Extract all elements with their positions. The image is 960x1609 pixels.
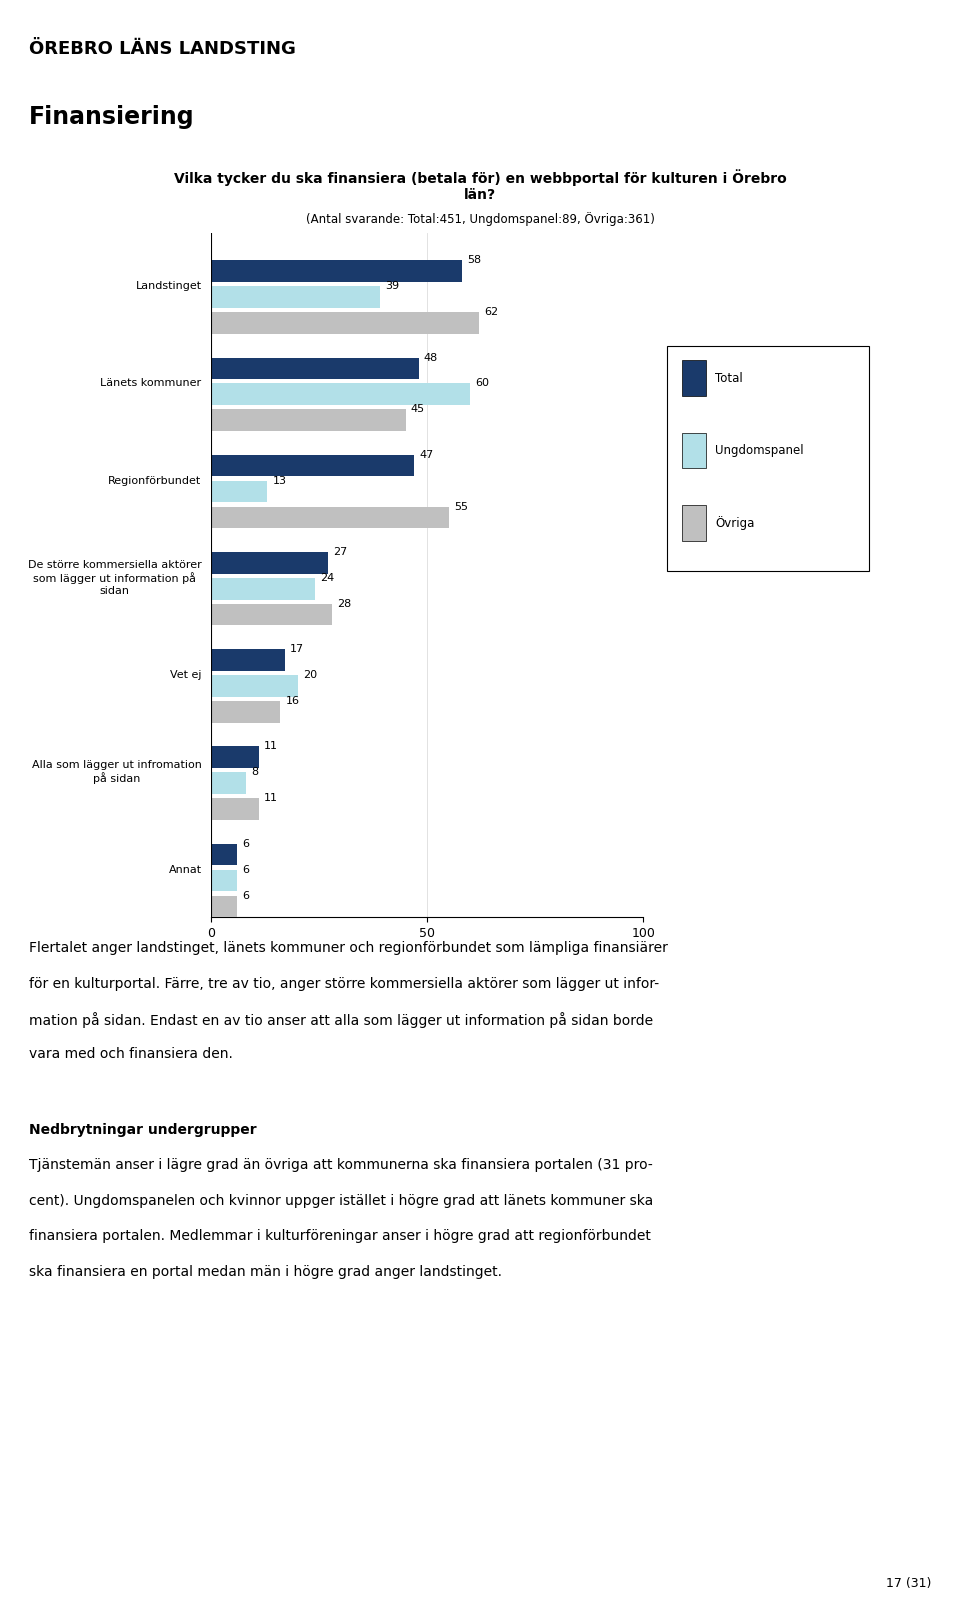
Text: för en kulturportal. Färre, tre av tio, anger större kommersiella aktörer som lä: för en kulturportal. Färre, tre av tio, …	[29, 977, 659, 991]
Text: Nedbrytningar undergrupper: Nedbrytningar undergrupper	[29, 1123, 256, 1138]
Text: 17 (31): 17 (31)	[886, 1577, 931, 1590]
Text: Finansiering: Finansiering	[29, 105, 195, 129]
Text: Vet ej: Vet ej	[170, 669, 202, 681]
Text: Länets kommuner: Länets kommuner	[101, 378, 202, 388]
Bar	[211, 702, 280, 722]
Text: 60: 60	[475, 378, 490, 388]
Bar	[211, 481, 267, 502]
Bar	[211, 552, 328, 573]
Bar	[211, 455, 415, 476]
Text: 55: 55	[454, 502, 468, 512]
Text: Alla som lägger ut infromation
på sidan: Alla som lägger ut infromation på sidan	[32, 761, 202, 784]
Text: mation på sidan. Endast en av tio anser att alla som lägger ut information på si: mation på sidan. Endast en av tio anser …	[29, 1012, 653, 1028]
Text: vara med och finansiera den.: vara med och finansiera den.	[29, 1047, 232, 1062]
Text: Regionförbundet: Regionförbundet	[108, 476, 202, 486]
Text: finansiera portalen. Medlemmar i kulturföreningar anser i högre grad att regionf: finansiera portalen. Medlemmar i kulturf…	[29, 1229, 651, 1244]
Bar	[211, 507, 449, 528]
Bar	[211, 286, 380, 307]
Bar	[211, 843, 237, 866]
Text: 6: 6	[242, 890, 250, 901]
Text: Flertalet anger landstinget, länets kommuner och regionförbundet som lämpliga fi: Flertalet anger landstinget, länets komm…	[29, 941, 667, 956]
Bar	[211, 648, 284, 671]
Text: (Antal svarande: Total:451, Ungdomspanel:89, Övriga:361): (Antal svarande: Total:451, Ungdomspanel…	[305, 212, 655, 227]
Text: 45: 45	[411, 404, 425, 415]
Text: 48: 48	[423, 352, 438, 362]
Text: 16: 16	[285, 697, 300, 706]
Text: 62: 62	[484, 307, 498, 317]
Text: 47: 47	[420, 451, 434, 460]
Text: Övriga: Övriga	[715, 516, 755, 529]
Text: 8: 8	[251, 767, 258, 777]
Bar	[211, 383, 470, 405]
Text: Annat: Annat	[168, 864, 202, 875]
Text: 11: 11	[264, 793, 277, 803]
Text: 6: 6	[242, 864, 250, 875]
Bar	[211, 312, 479, 333]
Bar	[211, 357, 419, 380]
Text: 20: 20	[302, 669, 317, 681]
Bar	[211, 603, 332, 626]
Text: De större kommersiella aktörer
som lägger ut information på
sidan: De större kommersiella aktörer som lägge…	[28, 560, 202, 595]
Bar	[211, 578, 315, 600]
Text: ÖREBRO LÄNS LANDSTING: ÖREBRO LÄNS LANDSTING	[29, 40, 296, 58]
Bar	[211, 869, 237, 891]
Text: 17: 17	[290, 644, 304, 655]
Text: Landstinget: Landstinget	[135, 282, 202, 291]
Bar	[211, 409, 406, 431]
Text: 13: 13	[273, 476, 286, 486]
Text: 24: 24	[320, 573, 334, 582]
Bar	[211, 676, 298, 697]
Text: 39: 39	[385, 282, 399, 291]
Text: ska finansiera en portal medan män i högre grad anger landstinget.: ska finansiera en portal medan män i hög…	[29, 1265, 502, 1279]
Text: Tjänstemän anser i lägre grad än övriga att kommunerna ska finansiera portalen (: Tjänstemän anser i lägre grad än övriga …	[29, 1158, 653, 1173]
Text: 6: 6	[242, 838, 250, 848]
Text: Total: Total	[715, 372, 743, 385]
Text: Ungdomspanel: Ungdomspanel	[715, 444, 804, 457]
Text: 27: 27	[333, 547, 348, 557]
Text: Vilka tycker du ska finansiera (betala för) en webbportal för kulturen i Örebro
: Vilka tycker du ska finansiera (betala f…	[174, 169, 786, 201]
Bar	[211, 772, 246, 793]
Text: 28: 28	[337, 599, 351, 608]
Bar	[211, 261, 462, 282]
Text: cent). Ungdomspanelen och kvinnor uppger istället i högre grad att länets kommun: cent). Ungdomspanelen och kvinnor uppger…	[29, 1194, 653, 1208]
Bar	[211, 798, 258, 821]
Bar	[211, 896, 237, 917]
Bar	[211, 747, 258, 767]
Text: 11: 11	[264, 742, 277, 751]
Text: 58: 58	[467, 256, 481, 265]
